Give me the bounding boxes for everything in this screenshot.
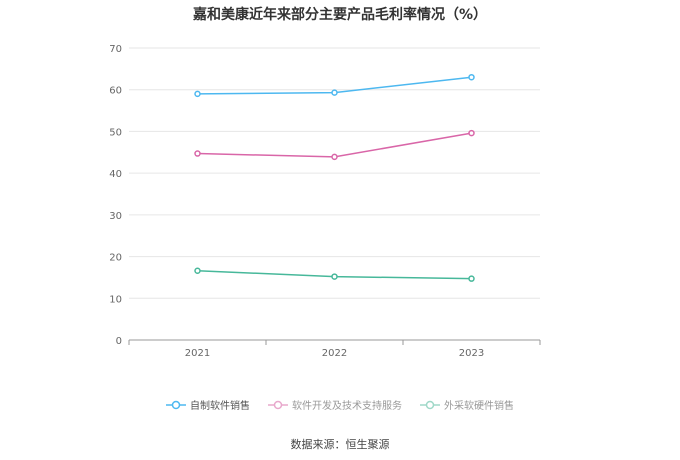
series-2 [194, 129, 475, 161]
legend-label: 外采软硬件销售 [444, 401, 514, 412]
legend-item-self-made-software[interactable]: 自制软件销售 [166, 397, 250, 412]
data-point[interactable] [194, 150, 201, 157]
chart-title: 嘉和美康近年来部分主要产品毛利率情况（%） [192, 7, 488, 23]
data-point[interactable] [468, 73, 475, 81]
x-tick-label: 2021 [185, 348, 210, 359]
data-point[interactable] [468, 275, 475, 282]
y-tick-label: 0 [116, 336, 122, 347]
data-point[interactable] [331, 273, 338, 280]
data-point[interactable] [468, 129, 475, 137]
y-tick-label: 10 [109, 294, 122, 305]
data-point[interactable] [331, 89, 338, 96]
y-tick-label: 40 [109, 169, 122, 180]
series-layer [194, 73, 475, 282]
data-point[interactable] [194, 267, 201, 275]
legend-line-icon [268, 400, 288, 409]
y-tick-label: 20 [109, 253, 122, 264]
legend-item-outsourced-hardware[interactable]: 外采软硬件销售 [420, 397, 514, 412]
legend: 自制软件销售 软件开发及技术支持服务 外采软硬件销售 [0, 397, 680, 412]
data-point[interactable] [194, 90, 201, 98]
y-tick-label: 30 [109, 211, 122, 222]
data-point[interactable] [331, 153, 338, 161]
legend-label: 自制软件销售 [190, 401, 250, 412]
source-note: 数据来源：恒生聚源 [290, 438, 390, 451]
y-tick-label: 60 [109, 86, 122, 97]
legend-item-software-dev-services[interactable]: 软件开发及技术支持服务 [268, 397, 402, 412]
series-1 [194, 73, 475, 98]
series-line [197, 132, 472, 158]
gridlines [129, 47, 540, 299]
legend-line-icon [420, 400, 440, 409]
y-tick-label: 70 [109, 44, 122, 55]
x-tick-label: 2022 [322, 348, 347, 359]
x-tick-label: 2023 [459, 348, 484, 359]
y-tick-label: 50 [109, 127, 122, 138]
legend-line-icon [166, 400, 186, 409]
x-axis-ticks: 2021 2022 2023 [128, 340, 541, 359]
y-axis-ticks: 0 10 20 30 40 50 60 70 [109, 44, 122, 347]
series-3 [194, 267, 475, 282]
legend-label: 软件开发及技术支持服务 [292, 401, 402, 412]
